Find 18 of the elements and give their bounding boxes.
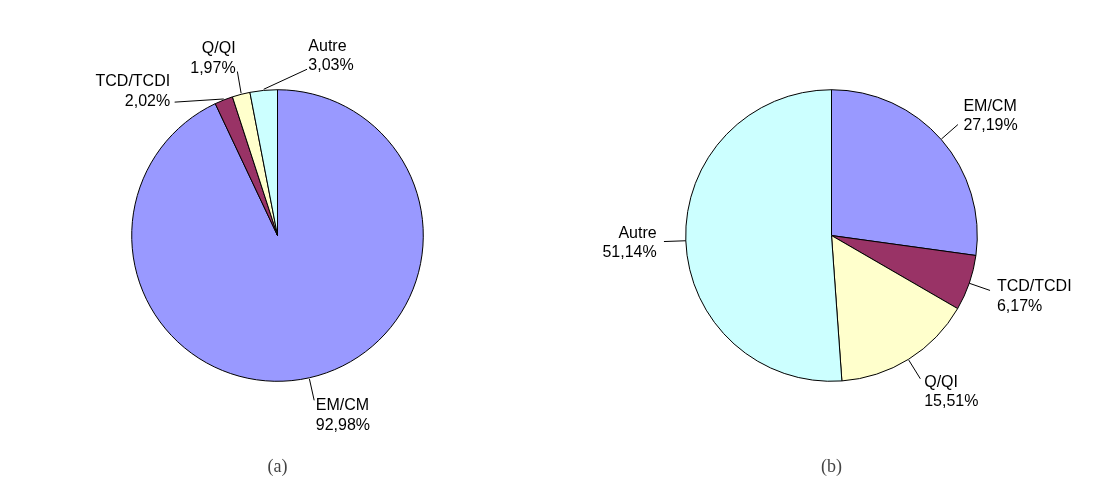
slice-label: EM/CM [315,396,370,414]
data-label: 1,97% [190,58,236,76]
slice-label: EM/CM [963,96,1017,114]
slice-label: TCD/TCDI [95,72,171,90]
data-label: 2,02% [124,91,171,109]
slice-label: Q/QI [924,372,958,390]
slice-label: Autre [618,223,657,241]
data-label: 92,98% [315,415,371,433]
slice-label: Q/QI [201,38,236,56]
data-label: 6,17% [996,296,1043,314]
data-label: 3,03% [308,56,354,74]
slice-label: TCD/TCDI [996,276,1072,294]
text: (b) [821,455,843,477]
slice-label: Autre [308,36,347,54]
data-label: 27,19% [963,116,1018,134]
text: (a) [267,455,288,477]
data-label: 51,14% [602,243,657,261]
data-label: 15,51% [924,392,979,410]
